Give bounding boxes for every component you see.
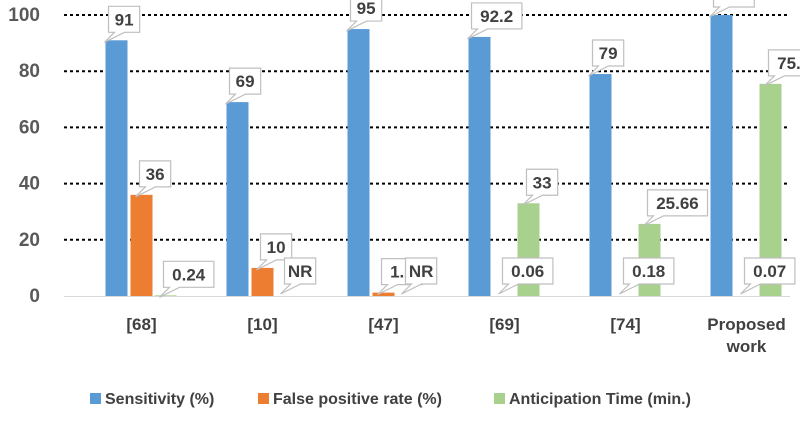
- data-label: 0.07: [740, 257, 796, 295]
- bar-sensitivity: [347, 29, 370, 297]
- data-label: 79: [588, 39, 625, 77]
- y-tick-label: 40: [19, 174, 40, 195]
- bar-sensitivity: [105, 40, 128, 296]
- data-label-bubble: [588, 39, 625, 77]
- legend-item: Sensitivity (%): [90, 391, 214, 408]
- data-label-bubble: [104, 5, 141, 43]
- data-label: 33: [522, 168, 559, 206]
- bar-false: [251, 267, 274, 296]
- data-label-bubble: [280, 257, 317, 295]
- data-label-text: 75.5: [777, 54, 800, 73]
- x-tick-label: [47]: [368, 315, 398, 334]
- bar-false: [372, 292, 395, 296]
- y-tick-label: 0: [29, 286, 40, 307]
- data-label: 92.2: [467, 2, 523, 40]
- data-label-text: 0.07: [753, 262, 786, 281]
- y-axis-ticks: 0 20 40 60 80 100: [8, 5, 40, 307]
- data-label-text: 92.2: [480, 7, 513, 26]
- data-label-bubble: [225, 67, 262, 105]
- data-label: 95: [346, 0, 383, 32]
- legend-item: Anticipation Time (min.): [494, 391, 691, 408]
- data-label-text: 33: [533, 173, 552, 192]
- data-label-text: 91: [115, 10, 134, 29]
- data-label-bubble: [522, 168, 559, 206]
- x-axis-ticks: [68] [10] [47] [69] [74] Proposed work: [126, 315, 785, 356]
- data-label-bubble: [619, 257, 675, 295]
- y-tick-label: 20: [19, 230, 40, 251]
- bar-sensitivity: [468, 36, 491, 296]
- data-label-text: 0.06: [511, 262, 544, 281]
- data-label-text: 0.24: [172, 265, 206, 284]
- bar-sensitivity: [710, 15, 733, 296]
- legend-item: False positive rate (%): [258, 391, 442, 408]
- bars: [105, 15, 782, 297]
- data-label-text: 10: [267, 238, 286, 257]
- data-label-text: 36: [146, 165, 165, 184]
- legend-swatch: [258, 393, 269, 404]
- data-label-bubble: [709, 0, 755, 18]
- data-label-bubble: [467, 2, 523, 40]
- bar-anticipation: [759, 83, 782, 296]
- data-label-text: 25.66: [656, 194, 699, 213]
- legend-swatch: [90, 393, 101, 404]
- data-label-text: 0.18: [632, 262, 665, 281]
- legend-label: Anticipation Time (min.): [509, 391, 691, 408]
- data-label: 36: [135, 160, 172, 198]
- data-label-text: NR: [288, 262, 313, 281]
- data-label-bubble: [740, 257, 796, 295]
- gridlines: [64, 14, 790, 241]
- x-tick-label: [69]: [489, 315, 519, 334]
- data-label-bubble: [346, 0, 383, 32]
- y-tick-label: 60: [19, 117, 40, 138]
- data-label-bubble: [135, 160, 172, 198]
- x-tick-label: [68]: [126, 315, 156, 334]
- legend-label: Sensitivity (%): [105, 391, 214, 408]
- data-label: 25.66: [643, 189, 709, 227]
- data-label: 91: [104, 5, 141, 43]
- data-label-text: 95: [357, 0, 376, 18]
- data-label: 0.06: [498, 257, 554, 295]
- data-label-bubble: [401, 257, 438, 295]
- data-label: 69: [225, 67, 262, 105]
- data-label-bubble: [764, 49, 800, 87]
- legend-swatch: [494, 393, 505, 404]
- data-label: 75.5: [764, 49, 800, 87]
- data-label: 0.18: [619, 257, 675, 295]
- x-tick-label: Proposed work: [707, 315, 785, 356]
- y-tick-label: 100: [8, 5, 40, 26]
- y-tick-label: 80: [19, 61, 40, 82]
- bar-sensitivity: [589, 74, 612, 296]
- data-label-text: 100: [720, 0, 748, 4]
- legend: Sensitivity (%) False positive rate (%) An…: [90, 391, 691, 408]
- x-tick-label: [74]: [610, 315, 640, 334]
- data-label-text: 69: [236, 72, 255, 91]
- data-label-bubble: [256, 233, 293, 271]
- data-label: NR: [280, 257, 317, 295]
- data-label-text: 79: [599, 44, 618, 63]
- data-labels: 91699592.27910036101.20.060.180.070.24NR…: [104, 0, 800, 298]
- x-tick-label: [10]: [247, 315, 277, 334]
- bar-sensitivity: [226, 102, 249, 296]
- data-label-text: NR: [409, 262, 434, 281]
- data-label: NR: [401, 257, 438, 295]
- data-label-bubble: [159, 260, 215, 298]
- legend-label: False positive rate (%): [273, 391, 442, 408]
- bar-false: [130, 194, 153, 296]
- data-label: 10: [256, 233, 293, 271]
- data-label-bubble: [643, 189, 709, 227]
- data-label: 0.24: [159, 260, 215, 298]
- data-label-bubble: [498, 257, 554, 295]
- data-label: 100: [709, 0, 755, 18]
- bar-anticipation: [154, 295, 177, 296]
